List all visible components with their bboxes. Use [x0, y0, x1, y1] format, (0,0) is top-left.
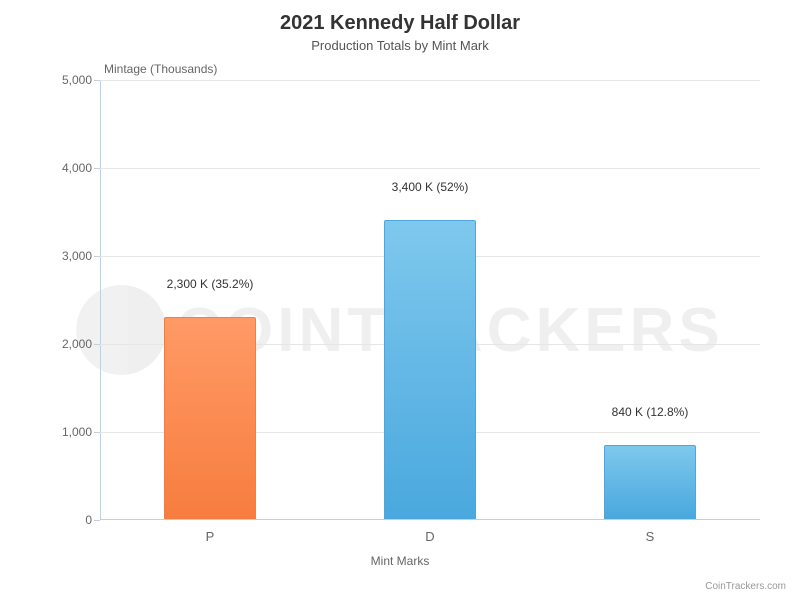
- bar-value-label: 3,400 K (52%): [392, 180, 469, 200]
- y-tick-label: 0: [85, 513, 100, 527]
- y-axis-line: [100, 80, 101, 519]
- credit-text: CoinTrackers.com: [705, 581, 786, 592]
- bar-value-label: 840 K (12.8%): [612, 405, 689, 425]
- y-tick-label: 1,000: [62, 425, 100, 439]
- y-axis-title: Mintage (Thousands): [104, 62, 217, 76]
- x-tick-label: S: [646, 519, 655, 544]
- bar-value-label: 2,300 K (35.2%): [167, 277, 254, 297]
- x-tick-label: P: [206, 519, 215, 544]
- plot-area: 01,0002,0003,0004,0005,0002,300 K (35.2%…: [100, 80, 760, 520]
- x-axis-title: Mint Marks: [0, 554, 800, 568]
- chart-container: COINTRACKERS 2021 Kennedy Half Dollar Pr…: [0, 0, 800, 600]
- y-tick-label: 3,000: [62, 249, 100, 263]
- bar: [604, 445, 696, 519]
- chart-subtitle: Production Totals by Mint Mark: [0, 38, 800, 53]
- y-tick-label: 5,000: [62, 73, 100, 87]
- y-tick-label: 2,000: [62, 337, 100, 351]
- chart-title: 2021 Kennedy Half Dollar: [0, 12, 800, 35]
- y-tick-label: 4,000: [62, 161, 100, 175]
- x-tick-label: D: [425, 519, 434, 544]
- gridline: [100, 168, 760, 169]
- bar: [384, 220, 476, 519]
- bar: [164, 317, 256, 519]
- gridline: [100, 80, 760, 81]
